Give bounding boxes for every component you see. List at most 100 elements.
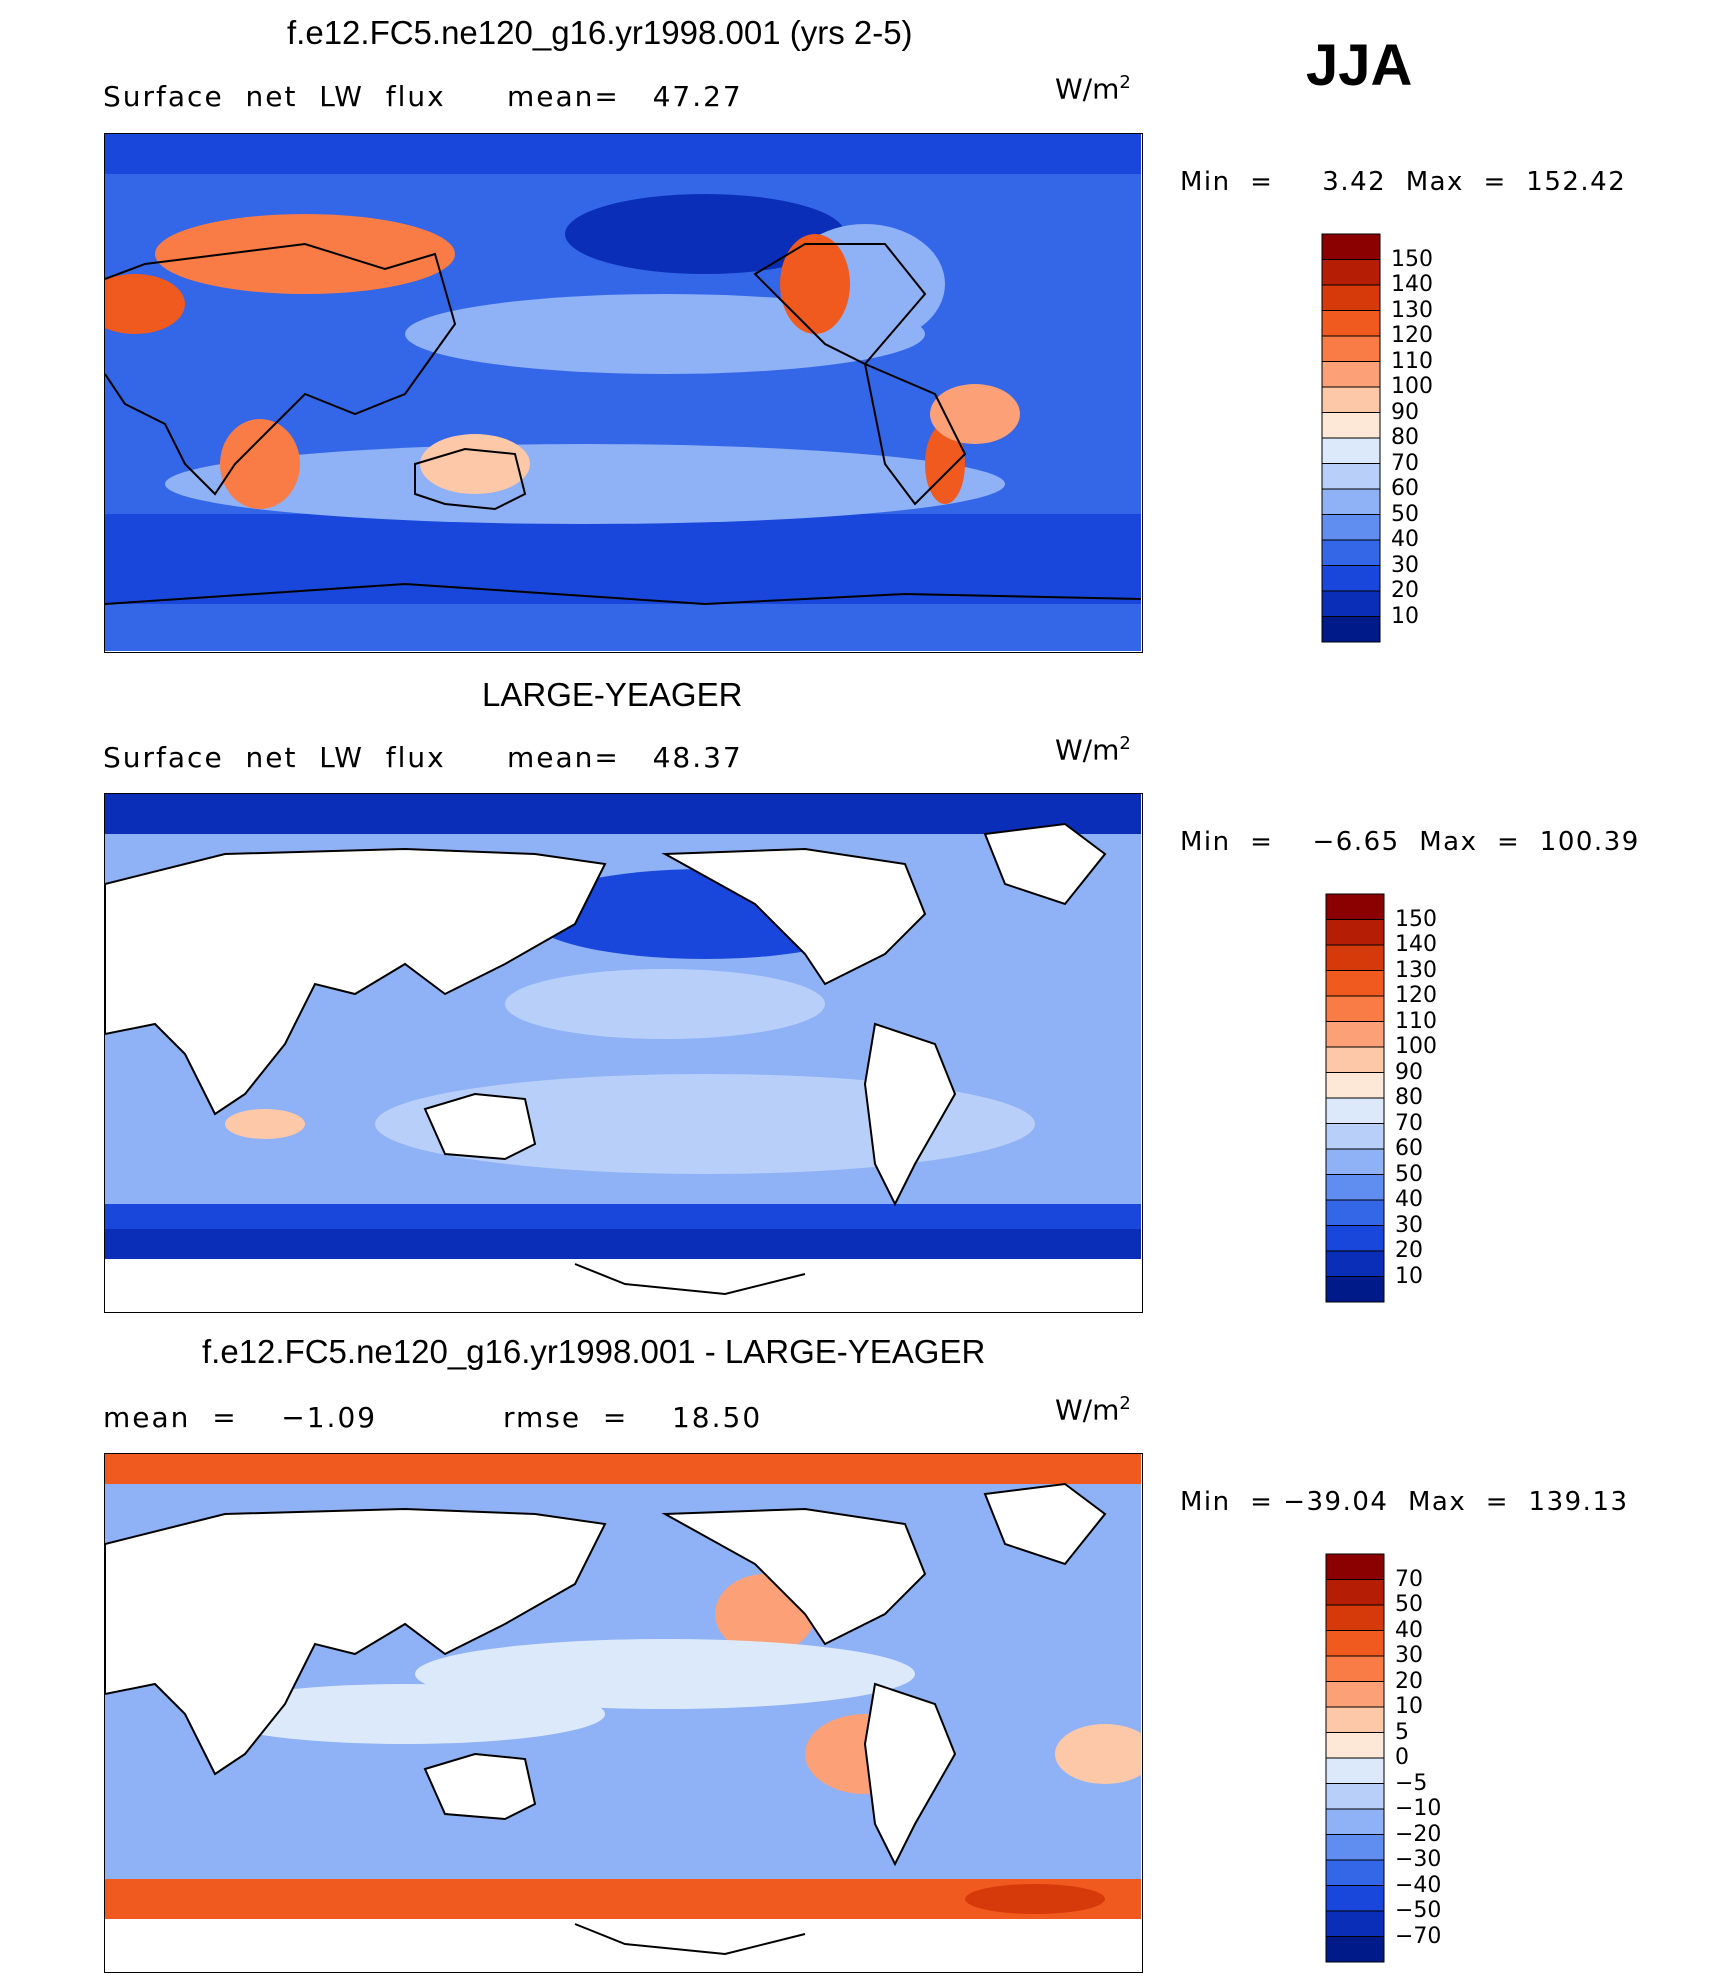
colorbar-tick-label: 20 bbox=[1395, 1668, 1423, 1694]
colorbar-tick-label: 40 bbox=[1395, 1187, 1423, 1212]
colorbar-box bbox=[1325, 1174, 1385, 1201]
colorbar-box bbox=[1325, 1225, 1385, 1252]
antarctica-outline bbox=[574, 1923, 806, 1956]
colorbar-tick-label: 150 bbox=[1391, 246, 1433, 272]
south-america-land bbox=[863, 1022, 957, 1207]
colorbar-tick-label: 30 bbox=[1391, 552, 1419, 578]
colorbar-box bbox=[1325, 1630, 1385, 1657]
colorbar-tick-label: 60 bbox=[1395, 1136, 1423, 1161]
colorbar-tick-label: 10 bbox=[1395, 1694, 1423, 1719]
colorbar-tick-label: 40 bbox=[1395, 1617, 1423, 1643]
brazil-warm bbox=[930, 384, 1020, 444]
colorbar-box bbox=[1325, 1859, 1385, 1886]
colorbar-tick-label: 130 bbox=[1395, 957, 1437, 983]
season-label: JJA bbox=[1306, 33, 1413, 98]
colorbar-box bbox=[1325, 1199, 1385, 1226]
colorbar-box bbox=[1321, 539, 1381, 566]
north-america-land bbox=[661, 847, 927, 986]
panel2-map bbox=[104, 793, 1143, 1313]
colorbar-tick-label: −20 bbox=[1395, 1821, 1442, 1847]
panel1-mean-label: mean= 47.27 bbox=[507, 80, 743, 113]
southern-ocean-hot bbox=[965, 1884, 1105, 1914]
us-southwest-hot bbox=[780, 234, 850, 334]
colorbar-tick-label: −30 bbox=[1395, 1847, 1442, 1872]
colorbar-box bbox=[1325, 1681, 1385, 1708]
west-africa-hot bbox=[105, 274, 185, 334]
panel2-minmax: Min = −6.65 Max = 100.39 bbox=[1180, 827, 1640, 857]
colorbar-box bbox=[1325, 1604, 1385, 1631]
colorbar-tick-label: 120 bbox=[1395, 983, 1437, 1008]
colorbar-tick-label: −10 bbox=[1395, 1796, 1442, 1821]
eurasia-africa-land bbox=[105, 847, 607, 1116]
antarctica-outline bbox=[574, 1263, 806, 1296]
sahara-hot bbox=[155, 214, 455, 294]
colorbar-box bbox=[1321, 488, 1381, 515]
colorbar-tick-label: 5 bbox=[1395, 1719, 1409, 1745]
panel3-map bbox=[104, 1453, 1143, 1973]
australia-land bbox=[423, 1752, 537, 1821]
colorbar-box bbox=[1325, 1808, 1385, 1835]
arctic-warm-band bbox=[105, 1454, 1141, 1484]
colorbar-box bbox=[1325, 1783, 1385, 1810]
colorbar-tick-label: 100 bbox=[1391, 374, 1433, 399]
colorbar-box bbox=[1321, 437, 1381, 464]
colorbar-box bbox=[1321, 233, 1381, 260]
colorbar-tick-label: 100 bbox=[1395, 1034, 1437, 1059]
colorbar-box bbox=[1325, 944, 1385, 971]
colorbar-tick-label: 50 bbox=[1391, 501, 1419, 527]
colorbar-tick-label: −5 bbox=[1395, 1770, 1428, 1796]
colorbar-box bbox=[1325, 1655, 1385, 1682]
colorbar-box bbox=[1325, 1276, 1385, 1303]
australia-warm bbox=[420, 434, 530, 494]
panel2-units: W/m2 bbox=[1055, 733, 1131, 767]
panel1-title: f.e12.FC5.ne120_g16.yr1998.001 (yrs 2-5) bbox=[287, 14, 913, 51]
subtropical-high bbox=[505, 969, 825, 1039]
colorbar-box bbox=[1325, 1072, 1385, 1099]
colorbar-box bbox=[1325, 1553, 1385, 1580]
colorbar-box bbox=[1325, 1706, 1385, 1733]
colorbar-tick-label: 110 bbox=[1395, 1008, 1437, 1034]
southern-ocean-band bbox=[105, 514, 1141, 604]
colorbar-box bbox=[1325, 1936, 1385, 1963]
panel2-colorbar bbox=[1325, 893, 1385, 1303]
colorbar-tick-label: 120 bbox=[1391, 323, 1433, 348]
colorbar-tick-label: 140 bbox=[1395, 932, 1437, 957]
arctic-band bbox=[105, 134, 1141, 174]
panel2-title: LARGE-YEAGER bbox=[482, 676, 743, 713]
agulhas-warm bbox=[225, 1109, 305, 1139]
colorbar-tick-label: 130 bbox=[1391, 297, 1433, 323]
colorbar-tick-label: 150 bbox=[1395, 906, 1437, 932]
colorbar-tick-label: −40 bbox=[1395, 1872, 1442, 1898]
eurasia-africa-land bbox=[105, 1507, 607, 1776]
arctic-band bbox=[105, 794, 1141, 834]
antarctica-field bbox=[105, 604, 1141, 651]
colorbar-box bbox=[1321, 386, 1381, 413]
colorbar-box bbox=[1325, 1757, 1385, 1784]
panel3-minmax: Min = −39.04 Max = 139.13 bbox=[1180, 1487, 1629, 1517]
panel3-colorbar bbox=[1325, 1553, 1385, 1963]
colorbar-box bbox=[1325, 1123, 1385, 1150]
colorbar-tick-label: 40 bbox=[1391, 527, 1419, 552]
north-pacific-low bbox=[565, 194, 845, 274]
colorbar-box bbox=[1325, 995, 1385, 1022]
colorbar-box bbox=[1321, 565, 1381, 592]
colorbar-box bbox=[1325, 1021, 1385, 1048]
colorbar-tick-label: 20 bbox=[1391, 578, 1419, 603]
colorbar-box bbox=[1321, 310, 1381, 337]
south-atlantic-warm bbox=[1055, 1724, 1141, 1784]
colorbar-tick-label: 60 bbox=[1391, 476, 1419, 501]
panel1-variable-label: Surface net LW flux bbox=[103, 80, 446, 113]
colorbar-tick-label: 140 bbox=[1391, 272, 1433, 297]
subtropical-neutral bbox=[415, 1639, 915, 1709]
subtropical-band-south bbox=[165, 444, 1005, 524]
colorbar-box bbox=[1325, 1910, 1385, 1937]
southern-ocean-deep bbox=[105, 1229, 1141, 1259]
colorbar-box bbox=[1325, 919, 1385, 946]
panel1-map bbox=[104, 133, 1143, 653]
greenland-land bbox=[983, 1482, 1107, 1566]
colorbar-box bbox=[1325, 1885, 1385, 1912]
colorbar-box bbox=[1325, 1097, 1385, 1124]
colorbar-tick-label: 90 bbox=[1395, 1059, 1423, 1085]
colorbar-box bbox=[1321, 259, 1381, 286]
colorbar-tick-label: −70 bbox=[1395, 1923, 1442, 1949]
